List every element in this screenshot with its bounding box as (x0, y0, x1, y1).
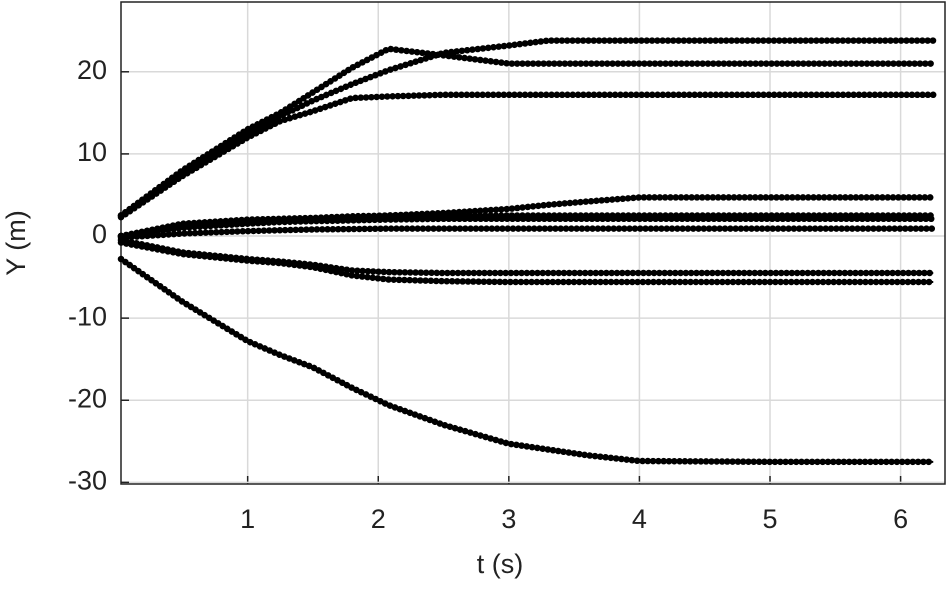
y-tick-label: 10 (77, 137, 107, 167)
series-line (120, 258, 934, 463)
x-tick-label: 2 (371, 504, 386, 534)
y-tick-label: 20 (77, 55, 107, 85)
series-dots (117, 215, 937, 240)
series-dots (117, 37, 937, 219)
x-tick-label: 3 (501, 504, 516, 534)
series-dots (117, 212, 937, 240)
x-axis-label: t (s) (477, 549, 524, 579)
series-dots (117, 255, 937, 466)
x-tick-label: 5 (762, 504, 777, 534)
plot-frame (120, 1, 946, 485)
series-dots (117, 91, 937, 221)
x-tick-label: 6 (893, 504, 908, 534)
series-dots (117, 45, 937, 219)
y-tick-label: -10 (68, 301, 107, 331)
y-axis-label: Y (m) (1, 210, 31, 276)
y-tick-label: 0 (92, 219, 107, 249)
series-dots (117, 236, 937, 277)
series-dots (117, 225, 937, 241)
series-line (120, 39, 934, 217)
x-tick-label: 4 (632, 504, 647, 534)
series-dots (117, 239, 937, 286)
y-tick-label: -30 (68, 465, 107, 495)
y-tick-label: -20 (68, 383, 107, 413)
x-tick-label: 1 (240, 504, 255, 534)
